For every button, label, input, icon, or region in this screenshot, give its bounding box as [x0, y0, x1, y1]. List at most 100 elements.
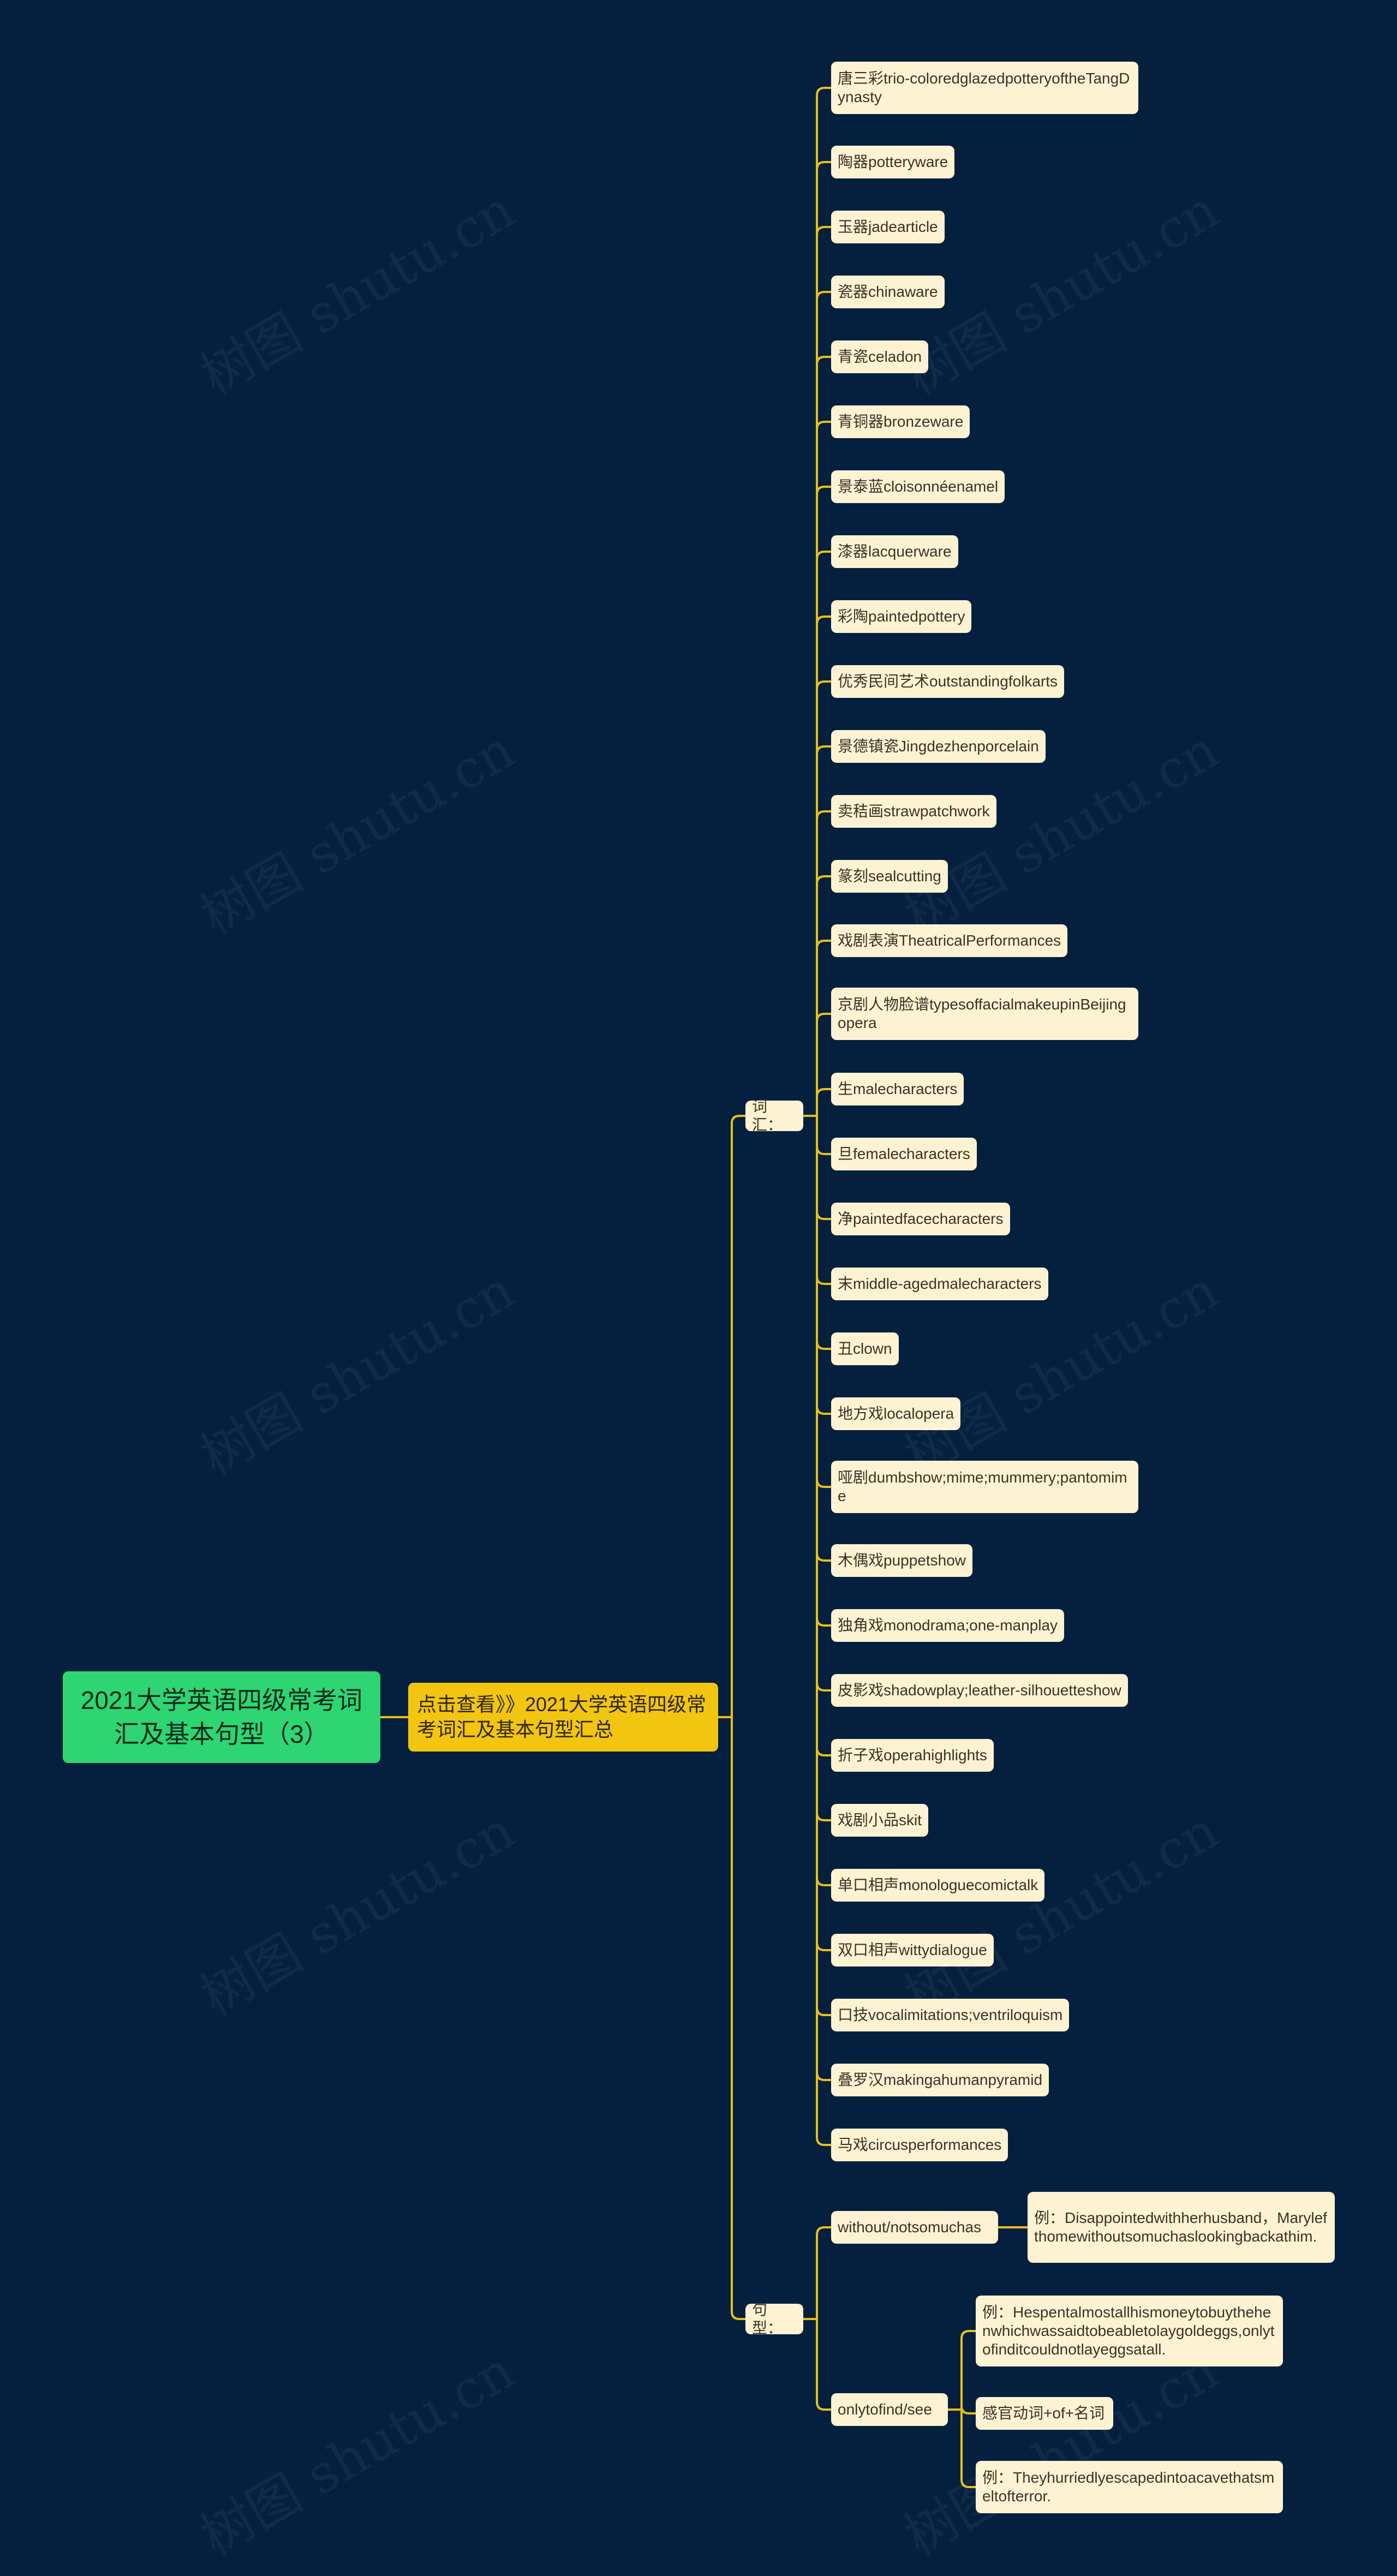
vocab-item[interactable]: 木偶戏puppetshow: [831, 1544, 972, 1577]
vocab-item-label: 瓷器chinaware: [838, 283, 938, 301]
vocab-item[interactable]: 净paintedfacecharacters: [831, 1203, 1010, 1235]
vocab-item[interactable]: 景德镇瓷Jingdezhenporcelain: [831, 730, 1046, 763]
pattern-onlytofind-note[interactable]: 感官动词+of+名词: [976, 2397, 1113, 2430]
vocab-item[interactable]: 卖秸画strawpatchwork: [831, 795, 996, 828]
vocab-item-label: 丑clown: [838, 1340, 892, 1358]
vocab-item[interactable]: 叠罗汉makingahumanpyramid: [831, 2064, 1049, 2096]
vocab-item-label: 优秀民间艺术outstandingfolkarts: [838, 672, 1058, 691]
example-text: 例：Disappointedwithherhusband，Marylefthom…: [1034, 2209, 1328, 2246]
vocab-item[interactable]: 玉器jadearticle: [831, 211, 945, 243]
vocab-item[interactable]: 青铜器bronzeware: [831, 405, 970, 438]
vocab-item[interactable]: 独角戏monodrama;one-manplay: [831, 1609, 1064, 1642]
example-text: 例：Hespentalmostallhismoneytobuythehenwhi…: [982, 2303, 1276, 2359]
vocab-item[interactable]: 生malecharacters: [831, 1073, 964, 1105]
pattern-onlytofind-example-1[interactable]: 例：Hespentalmostallhismoneytobuythehenwhi…: [976, 2296, 1283, 2366]
vocab-fork-branch: [817, 1116, 831, 1950]
vocab-item[interactable]: 末middle-agedmalecharacters: [831, 1268, 1048, 1300]
vocab-item-label: 卖秸画strawpatchwork: [838, 802, 990, 821]
vocab-fork-branch: [817, 1116, 831, 1885]
vocab-item[interactable]: 单口相声monologuecomictalk: [831, 1869, 1044, 1902]
vocab-fork-branch: [817, 1116, 831, 1487]
vocab-item-label: 陶器potteryware: [838, 153, 948, 171]
vocab-item-label: 地方戏localopera: [838, 1404, 954, 1423]
center-link-topic[interactable]: 点击查看》》2021大学英语四级常考词汇及基本句型汇总: [408, 1683, 718, 1752]
vocab-item[interactable]: 青瓷celadon: [831, 340, 928, 373]
vocab-item[interactable]: 景泰蓝cloisonnéenamel: [831, 470, 1005, 503]
vocab-item[interactable]: 旦femalecharacters: [831, 1138, 977, 1170]
vocab-item[interactable]: 地方戏localopera: [831, 1397, 960, 1430]
sentence-fork-branch: [817, 2319, 831, 2410]
vocab-item-label: 青瓷celadon: [838, 348, 922, 366]
vocab-fork-branch: [817, 617, 831, 1116]
vocab-item-label: 单口相声monologuecomictalk: [838, 1876, 1038, 1894]
vocab-item[interactable]: 戏剧表演TheatricalPerformances: [831, 924, 1067, 957]
vocab-item[interactable]: 漆器lacquerware: [831, 535, 958, 568]
vocab-fork-branch: [817, 88, 831, 1116]
vocab-fork-branch: [817, 1014, 831, 1116]
pattern-without[interactable]: without/notsomuchas: [831, 2211, 998, 2244]
pattern-without-label: without/notsomuchas: [838, 2218, 981, 2237]
center-fork-branch: [732, 1717, 745, 2319]
vocab-item-label: 青铜器bronzeware: [838, 413, 963, 431]
vocab-item-label: 唐三彩trio-coloredglazedpotteryoftheTangDyn…: [838, 69, 1132, 106]
vocab-item[interactable]: 皮影戏shadowplay;leather-silhouetteshow: [831, 1674, 1128, 1707]
pattern-without-example[interactable]: 例：Disappointedwithherhusband，Marylefthom…: [1028, 2192, 1335, 2263]
vocab-item-label: 玉器jadearticle: [838, 218, 938, 236]
vocab-item[interactable]: 丑clown: [831, 1332, 899, 1365]
vocab-fork-branch: [817, 1116, 831, 1755]
vocab-fork-branch: [817, 1116, 831, 1219]
root-title: 2021大学英语四级常考词汇及基本句型（3）: [74, 1683, 369, 1751]
vocab-fork-branch: [817, 1116, 831, 2015]
vocab-item[interactable]: 戏剧小品skit: [831, 1804, 928, 1837]
onlytofind-fork-branch: [962, 2410, 976, 2487]
vocab-fork-branch: [817, 292, 831, 1116]
vocab-item[interactable]: 彩陶paintedpottery: [831, 600, 971, 633]
vocab-item[interactable]: 折子戏operahighlights: [831, 1739, 994, 1772]
vocab-item-label: 马戏circusperformances: [838, 2136, 1001, 2154]
vocab-item-label: 末middle-agedmalecharacters: [838, 1275, 1042, 1293]
vocab-fork-branch: [817, 1116, 831, 1625]
vocab-item-label: 叠罗汉makingahumanpyramid: [838, 2071, 1042, 2089]
center-link-label: 点击查看》》2021大学英语四级常考词汇及基本句型汇总: [417, 1692, 709, 1742]
vocab-item-label: 皮影戏shadowplay;leather-silhouetteshow: [838, 1681, 1121, 1700]
vocab-item-label: 净paintedfacecharacters: [838, 1210, 1004, 1228]
vocab-item[interactable]: 哑剧dumbshow;mime;mummery;pantomime: [831, 1461, 1138, 1513]
vocab-item-label: 独角戏monodrama;one-manplay: [838, 1616, 1058, 1635]
root-topic[interactable]: 2021大学英语四级常考词汇及基本句型（3）: [63, 1671, 380, 1763]
pattern-onlytofind-label: onlytofind/see: [838, 2400, 932, 2419]
branch-vocab[interactable]: 词汇：: [745, 1101, 803, 1131]
vocab-item[interactable]: 京剧人物脸谱typesoffacialmakeupinBeijingopera: [831, 988, 1138, 1040]
vocab-item-label: 木偶戏puppetshow: [838, 1551, 966, 1570]
branch-sentence[interactable]: 句型：: [745, 2304, 803, 2334]
vocab-item-label: 折子戏operahighlights: [838, 1746, 987, 1765]
vocab-fork-branch: [817, 357, 831, 1116]
vocab-item[interactable]: 优秀民间艺术outstandingfolkarts: [831, 665, 1064, 698]
vocab-item[interactable]: 马戏circusperformances: [831, 2129, 1008, 2161]
pattern-onlytofind-example-2[interactable]: 例：Theyhurriedlyescapedintoacavethatsmelt…: [976, 2461, 1283, 2513]
vocab-item-label: 景泰蓝cloisonnéenamel: [838, 477, 998, 496]
vocab-item[interactable]: 瓷器chinaware: [831, 276, 945, 308]
note-text: 感官动词+of+名词: [982, 2404, 1105, 2423]
vocab-item[interactable]: 篆刻sealcutting: [831, 860, 948, 893]
vocab-fork-branch: [817, 1116, 831, 1284]
vocab-fork-branch: [817, 1089, 831, 1116]
vocab-item[interactable]: 陶器potteryware: [831, 146, 954, 178]
vocab-item-label: 双口相声wittydialogue: [838, 1941, 987, 1959]
vocab-item[interactable]: 双口相声wittydialogue: [831, 1934, 994, 1967]
branch-sentence-label: 句型：: [752, 2300, 797, 2338]
pattern-onlytofind[interactable]: onlytofind/see: [831, 2393, 948, 2426]
vocab-item-label: 篆刻sealcutting: [838, 867, 941, 886]
vocab-item-label: 旦femalecharacters: [838, 1145, 970, 1163]
sentence-fork-branch: [817, 2227, 831, 2319]
vocab-item-label: 京剧人物脸谱typesoffacialmakeupinBeijingopera: [838, 995, 1132, 1032]
vocab-fork-branch: [817, 552, 831, 1116]
vocab-fork-branch: [817, 1116, 831, 1414]
vocab-item[interactable]: 唐三彩trio-coloredglazedpotteryoftheTangDyn…: [831, 62, 1138, 114]
vocab-fork-branch: [817, 487, 831, 1116]
vocab-item-label: 口技vocalimitations;ventriloquism: [838, 2006, 1062, 2024]
vocab-item-label: 戏剧小品skit: [838, 1811, 922, 1830]
vocab-item-label: 景德镇瓷Jingdezhenporcelain: [838, 737, 1039, 756]
vocab-item[interactable]: 口技vocalimitations;ventriloquism: [831, 1999, 1069, 2031]
vocab-fork-branch: [817, 876, 831, 1116]
vocab-item-label: 彩陶paintedpottery: [838, 607, 965, 626]
